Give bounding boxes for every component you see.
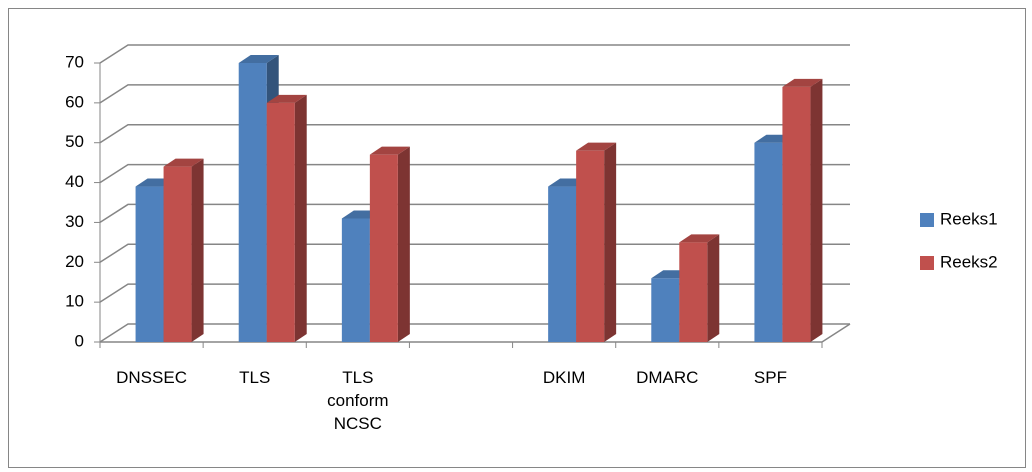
bar-top — [266, 94, 307, 103]
bar-side — [191, 158, 204, 342]
bar-top — [679, 234, 720, 243]
x-tick-label: DMARC — [617, 366, 717, 389]
bar-front — [754, 142, 783, 342]
legend-swatch — [920, 256, 934, 270]
bar — [679, 234, 720, 342]
y-tick-label: 10 — [65, 292, 84, 311]
bar — [266, 94, 307, 342]
grid-line — [99, 44, 850, 64]
y-tick-label: 50 — [65, 132, 84, 151]
bar-side — [810, 78, 823, 343]
grid-line — [99, 123, 850, 144]
floor-edge — [100, 323, 851, 343]
y-tick-label: 60 — [65, 92, 84, 111]
x-tick-text: TLS conform NCSC — [327, 368, 389, 433]
bar-side — [604, 142, 617, 342]
bar-front — [548, 186, 577, 342]
legend-swatch — [920, 213, 934, 227]
grid-line — [99, 283, 850, 303]
y-tick-label: 40 — [65, 172, 84, 191]
y-tick-label: 70 — [65, 52, 84, 71]
x-tick-label: TLS conform NCSC — [308, 366, 408, 435]
bar-side — [397, 146, 410, 342]
bar — [369, 146, 410, 342]
bar-front — [576, 150, 605, 342]
x-tick-text: DNSSEC — [116, 368, 187, 387]
x-tick-text: TLS — [239, 368, 271, 387]
legend-label: Reeks2 — [940, 252, 998, 271]
x-tick-text: SPF — [753, 368, 787, 387]
x-tick-label: DNSSEC — [102, 366, 202, 389]
x-tick-text: DMARC — [636, 368, 699, 387]
y-tick-label: 20 — [65, 252, 84, 271]
legend-label: Reeks1 — [940, 209, 998, 228]
x-tick-label: DKIM — [514, 366, 614, 389]
bar — [782, 78, 823, 343]
bar-front — [135, 186, 164, 342]
bar-front — [238, 63, 267, 342]
bar-front — [341, 218, 370, 342]
bar-front — [679, 242, 708, 342]
chart-frame — [8, 8, 1026, 468]
x-tick-label: TLS — [205, 366, 305, 389]
bar-front — [369, 154, 398, 342]
grid-line — [99, 84, 850, 104]
bar-front — [163, 166, 192, 342]
bar-top — [238, 55, 279, 63]
x-tick-label: SPF — [720, 366, 820, 389]
bar — [163, 158, 204, 342]
grid-line — [99, 203, 850, 224]
y-tick-label: 0 — [75, 331, 84, 350]
bar-top — [576, 142, 617, 151]
y-tick-label: 30 — [65, 212, 84, 231]
bar-side — [707, 234, 720, 342]
grid-line — [99, 243, 850, 263]
grid-line — [99, 323, 850, 343]
grid-line — [99, 163, 850, 184]
bar-side — [294, 94, 307, 342]
bar-top — [163, 158, 204, 167]
bar-front — [651, 278, 680, 342]
bar-top — [369, 146, 410, 155]
bar-front — [782, 86, 811, 343]
bar-top — [782, 78, 823, 87]
bar-front — [266, 102, 295, 342]
bar — [576, 142, 617, 342]
x-tick-text: DKIM — [542, 368, 586, 387]
